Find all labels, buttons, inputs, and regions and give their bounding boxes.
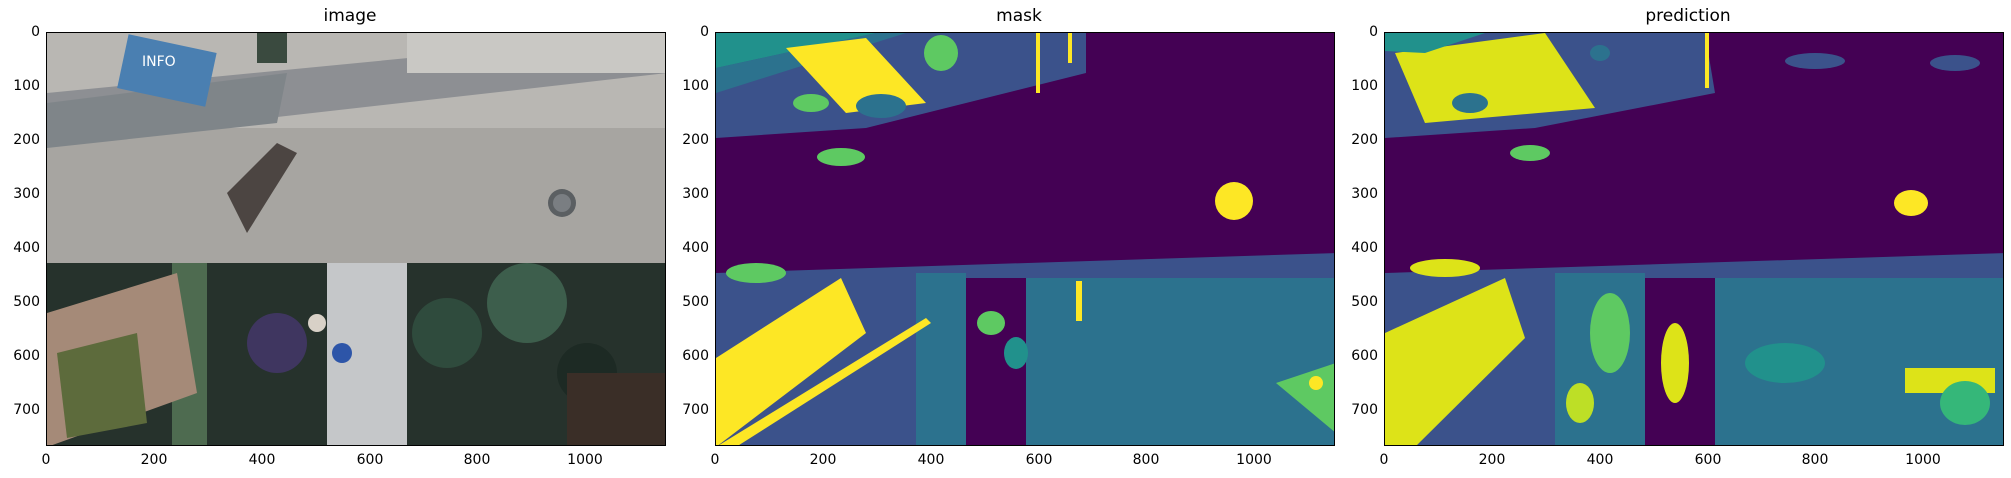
- y-tick-label: 500: [13, 294, 40, 310]
- x-tick-label: 0: [1379, 452, 1389, 468]
- y-tick-label: 300: [13, 186, 40, 202]
- y-tick-label: 100: [1351, 78, 1378, 94]
- y-tick-label: 0: [31, 24, 40, 40]
- x-tick-label: 600: [1025, 452, 1053, 468]
- x-tick-label: 400: [917, 452, 945, 468]
- x-tick-label: 1000: [567, 452, 603, 468]
- panel-title: prediction: [1645, 6, 1731, 26]
- y-tick-label: 200: [13, 132, 40, 148]
- y-tick-label: 0: [700, 24, 709, 40]
- y-tick-label: 600: [13, 348, 40, 364]
- y-tick-label: 0: [1369, 24, 1378, 40]
- x-tick-label: 600: [1694, 452, 1722, 468]
- prediction-image: [1384, 32, 2004, 446]
- y-tick-label: 700: [682, 402, 709, 418]
- y-tick-label: 100: [13, 78, 40, 94]
- y-tick-label: 100: [682, 78, 709, 94]
- mask-image: [715, 32, 1335, 446]
- y-tick-label: 400: [13, 240, 40, 256]
- y-tick-label: 600: [1351, 348, 1378, 364]
- x-tick-label: 800: [463, 452, 491, 468]
- x-tick-label: 400: [1586, 452, 1614, 468]
- y-tick-label: 300: [682, 186, 709, 202]
- y-tick-label: 300: [1351, 186, 1378, 202]
- y-tick-label: 400: [682, 240, 709, 256]
- y-tick-label: 700: [1351, 402, 1378, 418]
- y-tick-label: 200: [1351, 132, 1378, 148]
- panel-mask: mask 0 100: [669, 0, 1335, 478]
- x-tick-label: 200: [1478, 452, 1506, 468]
- panel-title: mask: [996, 6, 1042, 26]
- x-tick-label: 200: [140, 452, 168, 468]
- y-tick-label: 700: [13, 402, 40, 418]
- x-tick-label: 0: [41, 452, 51, 468]
- x-tick-label: 800: [1132, 452, 1160, 468]
- y-tick-label: 500: [1351, 294, 1378, 310]
- y-tick-label: 400: [1351, 240, 1378, 256]
- y-tick-label: 500: [682, 294, 709, 310]
- x-tick-label: 600: [356, 452, 384, 468]
- y-tick-label: 600: [682, 348, 709, 364]
- x-tick-label: 1000: [1236, 452, 1272, 468]
- x-tick-label: 1000: [1905, 452, 1941, 468]
- x-tick-label: 800: [1801, 452, 1829, 468]
- x-tick-label: 400: [248, 452, 276, 468]
- sign-text: INFO: [142, 54, 176, 70]
- y-tick-label: 200: [682, 132, 709, 148]
- panel-title: image: [323, 6, 377, 26]
- aerial-photo: INFO: [46, 32, 666, 446]
- x-tick-label: 200: [809, 452, 837, 468]
- panel-image: image INFO 0 100 2: [0, 0, 666, 478]
- panel-prediction: prediction 0 100: [1338, 0, 2004, 478]
- x-tick-label: 0: [710, 452, 720, 468]
